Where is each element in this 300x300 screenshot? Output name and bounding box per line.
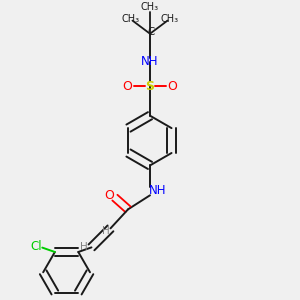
Text: NH: NH bbox=[141, 55, 159, 68]
Text: O: O bbox=[105, 189, 115, 202]
Text: CH₃: CH₃ bbox=[141, 2, 159, 11]
Text: CH₃: CH₃ bbox=[161, 14, 179, 24]
Text: NH: NH bbox=[148, 184, 166, 197]
Text: O: O bbox=[168, 80, 178, 93]
Text: H: H bbox=[80, 242, 88, 252]
Text: H: H bbox=[102, 226, 110, 236]
Text: C: C bbox=[148, 27, 155, 37]
Text: Cl: Cl bbox=[30, 240, 42, 253]
Text: O: O bbox=[122, 80, 132, 93]
Text: S: S bbox=[146, 80, 154, 93]
Text: CH₃: CH₃ bbox=[121, 14, 139, 24]
